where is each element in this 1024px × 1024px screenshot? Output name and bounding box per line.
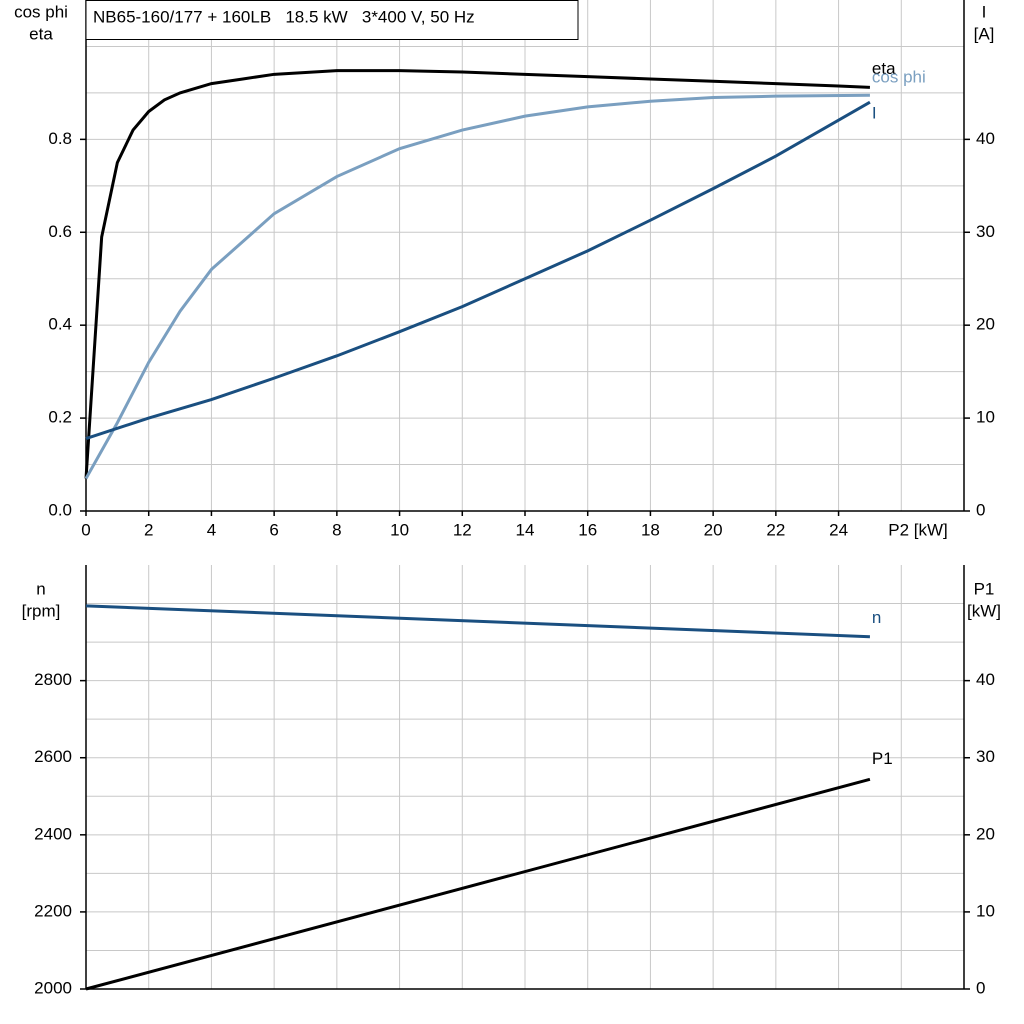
series-line (85, 777, 871, 991)
series-line (84, 93, 870, 480)
y2-axis-label: [kW] (967, 601, 1001, 620)
x-tick-label: 6 (269, 520, 278, 539)
y2-tick-label: 10 (976, 408, 995, 427)
y-tick-label: 0.2 (48, 408, 72, 427)
y-tick-label: 2600 (34, 747, 72, 766)
y-axis-label: eta (29, 24, 53, 43)
x-tick-label: 14 (516, 520, 535, 539)
x-tick-label: 10 (390, 520, 409, 539)
series-line (84, 69, 870, 479)
y-axis-label: cos phi (14, 2, 68, 21)
y2-tick-label: 40 (976, 129, 995, 148)
y-axis-label: n (36, 579, 45, 598)
y2-tick-label: 30 (976, 747, 995, 766)
chart-title: NB65-160/177 + 160LB 18.5 kW 3*400 V, 50… (93, 7, 475, 26)
y-tick-label: 0.6 (48, 222, 72, 241)
y-tick-label: 2200 (34, 901, 72, 920)
y2-tick-label: 20 (976, 315, 995, 334)
x-tick-label: 16 (578, 520, 597, 539)
y-tick-label: 0.0 (48, 500, 72, 519)
x-tick-label: 8 (332, 520, 341, 539)
series-line (85, 100, 871, 440)
x-tick-label: 12 (453, 520, 472, 539)
y-tick-label: 0.8 (48, 129, 72, 148)
y-axis-label: [rpm] (22, 601, 61, 620)
y2-tick-label: 0 (976, 500, 985, 519)
x-tick-label: 20 (704, 520, 723, 539)
x-tick-label: 22 (766, 520, 785, 539)
series-label: cos phi (872, 68, 926, 87)
y2-tick-label: 0 (976, 978, 985, 997)
y2-axis-label: I (982, 2, 987, 21)
x-tick-label: 0 (81, 520, 90, 539)
y-tick-label: 0.4 (48, 315, 72, 334)
y2-tick-label: 40 (976, 670, 995, 689)
y-tick-label: 2400 (34, 824, 72, 843)
series-label: n (872, 608, 881, 627)
y2-tick-label: 20 (976, 824, 995, 843)
y2-axis-label: [A] (974, 24, 995, 43)
y2-tick-label: 30 (976, 222, 995, 241)
x-tick-label: 24 (829, 520, 848, 539)
series-line (85, 604, 870, 639)
x-axis-label: P2 [kW] (888, 520, 948, 539)
x-tick-label: 2 (144, 520, 153, 539)
x-tick-label: 18 (641, 520, 660, 539)
series-label: P1 (872, 749, 893, 768)
series-label: I (872, 104, 877, 123)
x-tick-label: 4 (207, 520, 216, 539)
title-box (85, 0, 579, 40)
y-tick-label: 2800 (34, 670, 72, 689)
y-tick-label: 2000 (34, 978, 72, 997)
series-label: eta (872, 59, 896, 78)
y2-tick-label: 10 (976, 901, 995, 920)
y2-axis-label: P1 (974, 579, 995, 598)
